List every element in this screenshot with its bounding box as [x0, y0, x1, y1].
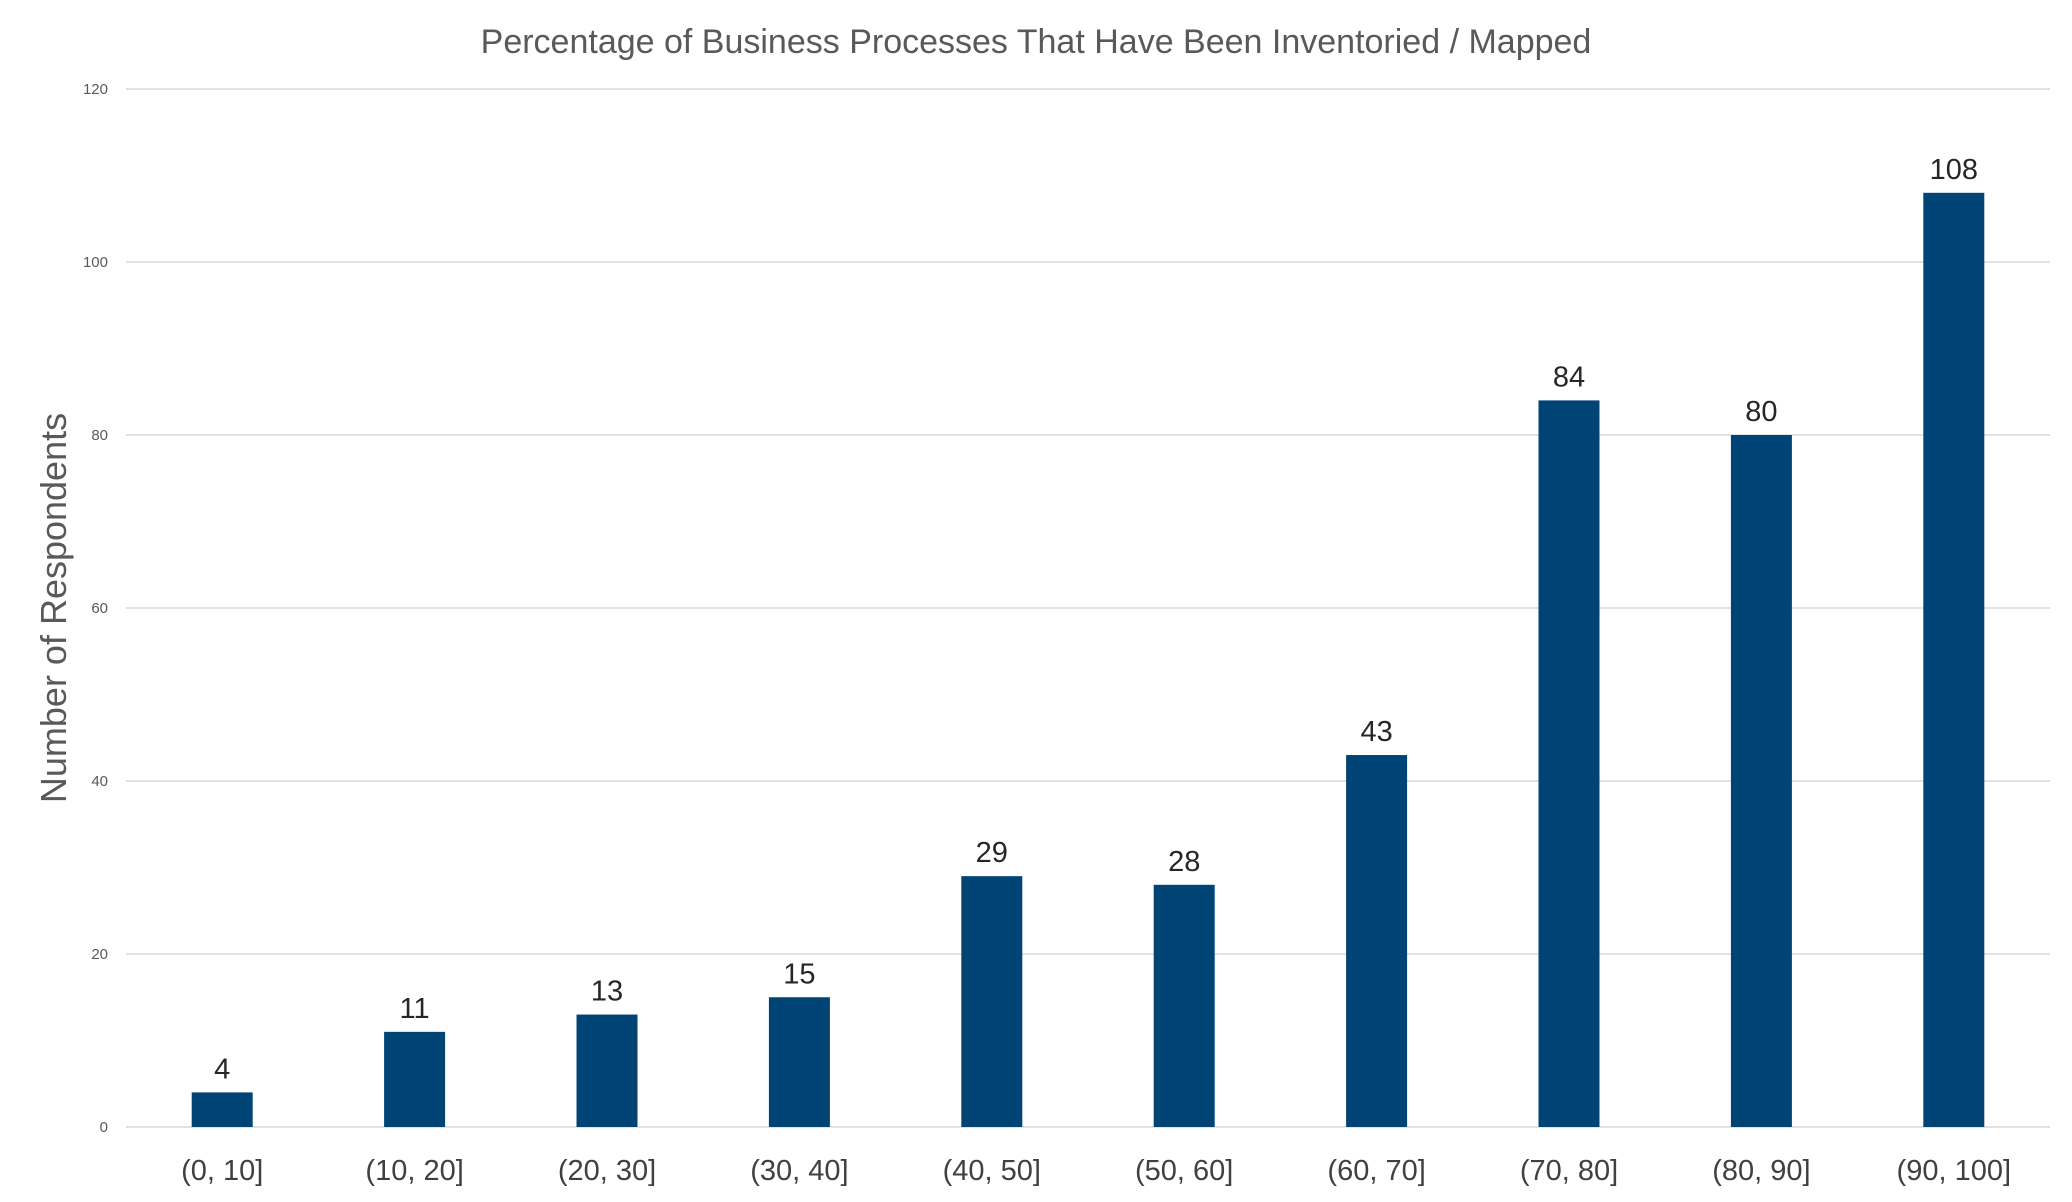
data-label: 80 — [1745, 396, 1777, 428]
chart-title: Percentage of Business Processes That Ha… — [481, 23, 1592, 61]
y-axis-ticks: 0 20 40 60 80 100 120 — [83, 81, 108, 1136]
bar — [768, 997, 830, 1127]
bar — [1346, 755, 1408, 1127]
y-axis-label: Number of Respondents — [33, 413, 74, 803]
data-label: 108 — [1930, 154, 1978, 186]
bar — [1153, 884, 1215, 1127]
data-label: 29 — [976, 837, 1008, 869]
bars — [191, 192, 1985, 1128]
bar — [191, 1092, 253, 1127]
x-tick-label: (60, 70] — [1327, 1155, 1425, 1187]
x-tick-label: (10, 20] — [365, 1155, 463, 1187]
x-tick-label: (40, 50] — [943, 1155, 1041, 1187]
x-tick-label: (90, 100] — [1897, 1155, 2011, 1187]
data-label: 15 — [783, 958, 815, 990]
y-tick-label: 80 — [91, 427, 108, 444]
data-label: 28 — [1168, 846, 1200, 878]
data-labels: 4 11 13 15 29 28 43 84 80 108 — [214, 154, 1978, 1086]
x-tick-label: (20, 30] — [558, 1155, 656, 1187]
gridlines — [126, 88, 2050, 1128]
bar — [384, 1031, 446, 1127]
x-tick-label: (70, 80] — [1520, 1155, 1618, 1187]
data-label: 11 — [400, 993, 430, 1025]
y-tick-label: 0 — [100, 1119, 108, 1136]
data-label: 13 — [591, 976, 623, 1008]
x-tick-label: (0, 10] — [181, 1155, 263, 1187]
x-axis-ticks: (0, 10] (10, 20] (20, 30] (30, 40] (40, 50] (… — [181, 1155, 2011, 1187]
x-tick-label: (50, 60] — [1135, 1155, 1233, 1187]
y-tick-label: 100 — [83, 254, 108, 271]
data-label: 43 — [1360, 716, 1392, 748]
bar — [1538, 400, 1600, 1127]
y-tick-label: 120 — [83, 81, 108, 98]
y-tick-label: 20 — [91, 946, 108, 963]
bar — [576, 1014, 638, 1127]
bar — [961, 876, 1023, 1127]
data-label: 84 — [1553, 361, 1585, 393]
y-tick-label: 40 — [91, 773, 108, 790]
bar — [1730, 435, 1792, 1127]
bar — [1923, 192, 1985, 1128]
x-tick-label: (80, 90] — [1712, 1155, 1810, 1187]
y-tick-label: 60 — [91, 600, 108, 617]
x-tick-label: (30, 40] — [750, 1155, 848, 1187]
data-label: 4 — [214, 1053, 230, 1085]
